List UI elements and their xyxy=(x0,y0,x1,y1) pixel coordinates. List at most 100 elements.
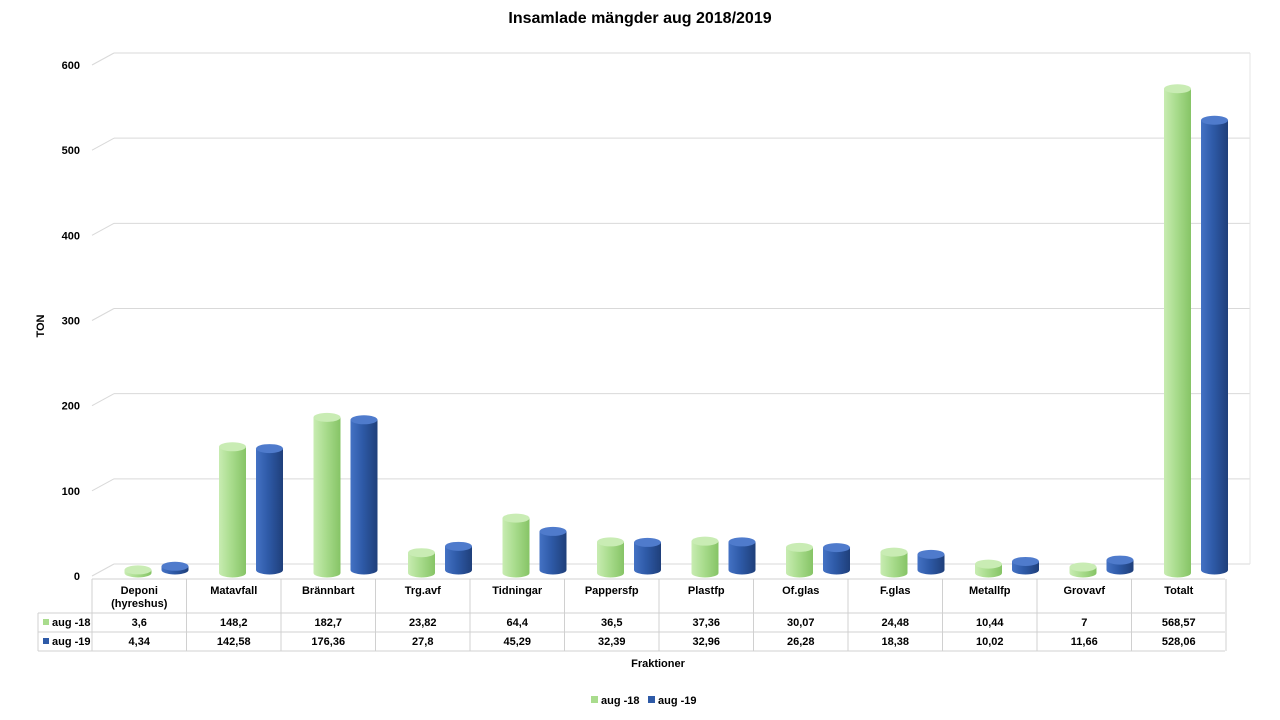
bar-aug-18-11 xyxy=(1164,84,1191,578)
y-tick-label: 100 xyxy=(62,486,80,498)
bar-top xyxy=(691,536,719,546)
bar-top xyxy=(823,543,850,553)
bar-body xyxy=(256,448,283,575)
bar-top xyxy=(219,442,246,452)
bar-aug-18-1 xyxy=(219,442,246,578)
bar-body xyxy=(313,417,341,578)
category-label: Trg.avf xyxy=(405,585,441,597)
bar-top xyxy=(975,559,1002,569)
table-cell: 32,96 xyxy=(692,636,720,648)
bar-aug-19-1 xyxy=(256,444,283,575)
bar-aug-18-3 xyxy=(408,548,435,578)
bar-body xyxy=(219,446,246,578)
legend-label: aug -18 xyxy=(601,695,640,707)
data-table: Deponi (hyreshus) Matavfall Brännbart Trg.av… xyxy=(37,578,1227,652)
bar-body xyxy=(786,547,813,578)
bar-body xyxy=(539,531,567,575)
bar-top xyxy=(1106,555,1134,565)
table-cell: 10,44 xyxy=(976,617,1004,629)
category-label: Brännbart xyxy=(302,585,355,597)
x-axis-title: Fraktioner xyxy=(631,658,686,670)
table-cell: 18,38 xyxy=(881,636,909,648)
bars xyxy=(124,84,1228,578)
category-label: Metallfp xyxy=(969,585,1011,597)
bar-aug-19-10 xyxy=(1106,555,1134,575)
chart-title: Insamlade mängder aug 2018/2019 xyxy=(508,10,772,27)
bar-top xyxy=(502,513,530,523)
bar-top xyxy=(124,565,152,575)
bar-aug-19-11 xyxy=(1201,115,1228,575)
bar-aug-19-4 xyxy=(539,526,567,575)
table-cell: 10,02 xyxy=(976,636,1004,648)
table-cell: 3,6 xyxy=(132,617,147,629)
bar-aug-19-5 xyxy=(634,537,661,575)
category-label: Matavfall xyxy=(210,585,257,597)
bar-top xyxy=(1012,556,1039,566)
category-label: Totalt xyxy=(1164,585,1193,597)
gridline-depth xyxy=(91,308,115,321)
bar-body xyxy=(917,554,945,575)
bar-top xyxy=(634,537,661,547)
bar-aug-19-9 xyxy=(1012,556,1039,575)
legend: aug -18 aug -19 xyxy=(591,695,697,707)
table-legend-key xyxy=(43,619,49,625)
table-cell: 37,36 xyxy=(692,617,720,629)
y-tick-label: 200 xyxy=(62,401,80,413)
bar-top xyxy=(350,415,378,425)
category-label: Plastfp xyxy=(688,585,725,597)
bar-top xyxy=(161,561,189,571)
table-cell: 528,06 xyxy=(1162,636,1196,648)
table-series-name: aug -19 xyxy=(52,636,91,648)
legend-key xyxy=(648,696,655,703)
gridline-depth xyxy=(91,222,115,236)
bar-body xyxy=(445,546,472,575)
bar-body xyxy=(350,419,378,575)
bar-aug-18-8 xyxy=(880,547,908,578)
y-tick-label: 400 xyxy=(62,230,80,242)
bar-body xyxy=(691,541,719,578)
bar-aug-18-2 xyxy=(313,412,341,578)
table-cell: 45,29 xyxy=(503,636,531,648)
y-axis-title: TON xyxy=(35,314,47,337)
table-cell: 11,66 xyxy=(1071,636,1098,648)
bar-body xyxy=(408,552,435,578)
bar-top xyxy=(313,412,341,422)
bar-aug-19-2 xyxy=(350,415,378,575)
category-label: Pappersfp xyxy=(585,585,639,597)
bar-body xyxy=(502,518,530,578)
y-tick-label: 500 xyxy=(62,145,80,157)
bar-aug-19-3 xyxy=(445,541,472,575)
y-tick-label: 600 xyxy=(62,60,80,72)
bar-top xyxy=(445,541,472,551)
bar-top xyxy=(1164,84,1191,94)
table-cell: 148,2 xyxy=(220,617,248,629)
table-cell: 23,82 xyxy=(409,617,437,629)
category-label: Deponi (hyreshus) xyxy=(111,585,168,610)
table-cell: 36,5 xyxy=(601,617,622,629)
bar-body xyxy=(597,541,624,578)
y-tick-label: 0 xyxy=(74,571,80,583)
gridlines xyxy=(91,52,1251,577)
bar-top xyxy=(1069,562,1097,572)
table-cell: 7 xyxy=(1081,617,1087,629)
y-axis: 0 100 200 300 400 500 600 xyxy=(62,60,80,583)
bar-top xyxy=(880,547,908,557)
category-label: Grovavf xyxy=(1063,585,1105,597)
table-cell: 4,34 xyxy=(129,636,151,648)
bar-body xyxy=(1164,88,1191,578)
legend-label: aug -19 xyxy=(658,695,697,707)
table-cell: 64,4 xyxy=(507,617,529,629)
bar-top xyxy=(256,444,283,454)
bar-aug-18-7 xyxy=(786,542,813,578)
gridline-depth xyxy=(91,393,115,407)
category-label: Of.glas xyxy=(782,585,819,597)
table-cell: 26,28 xyxy=(787,636,815,648)
table-cell: 27,8 xyxy=(412,636,433,648)
bar-top xyxy=(786,542,813,552)
legend-key xyxy=(591,696,598,703)
gridline-depth xyxy=(91,478,115,492)
bar-body xyxy=(1201,120,1228,575)
table-cell: 568,57 xyxy=(1162,617,1196,629)
table-cell: 142,58 xyxy=(217,636,251,648)
